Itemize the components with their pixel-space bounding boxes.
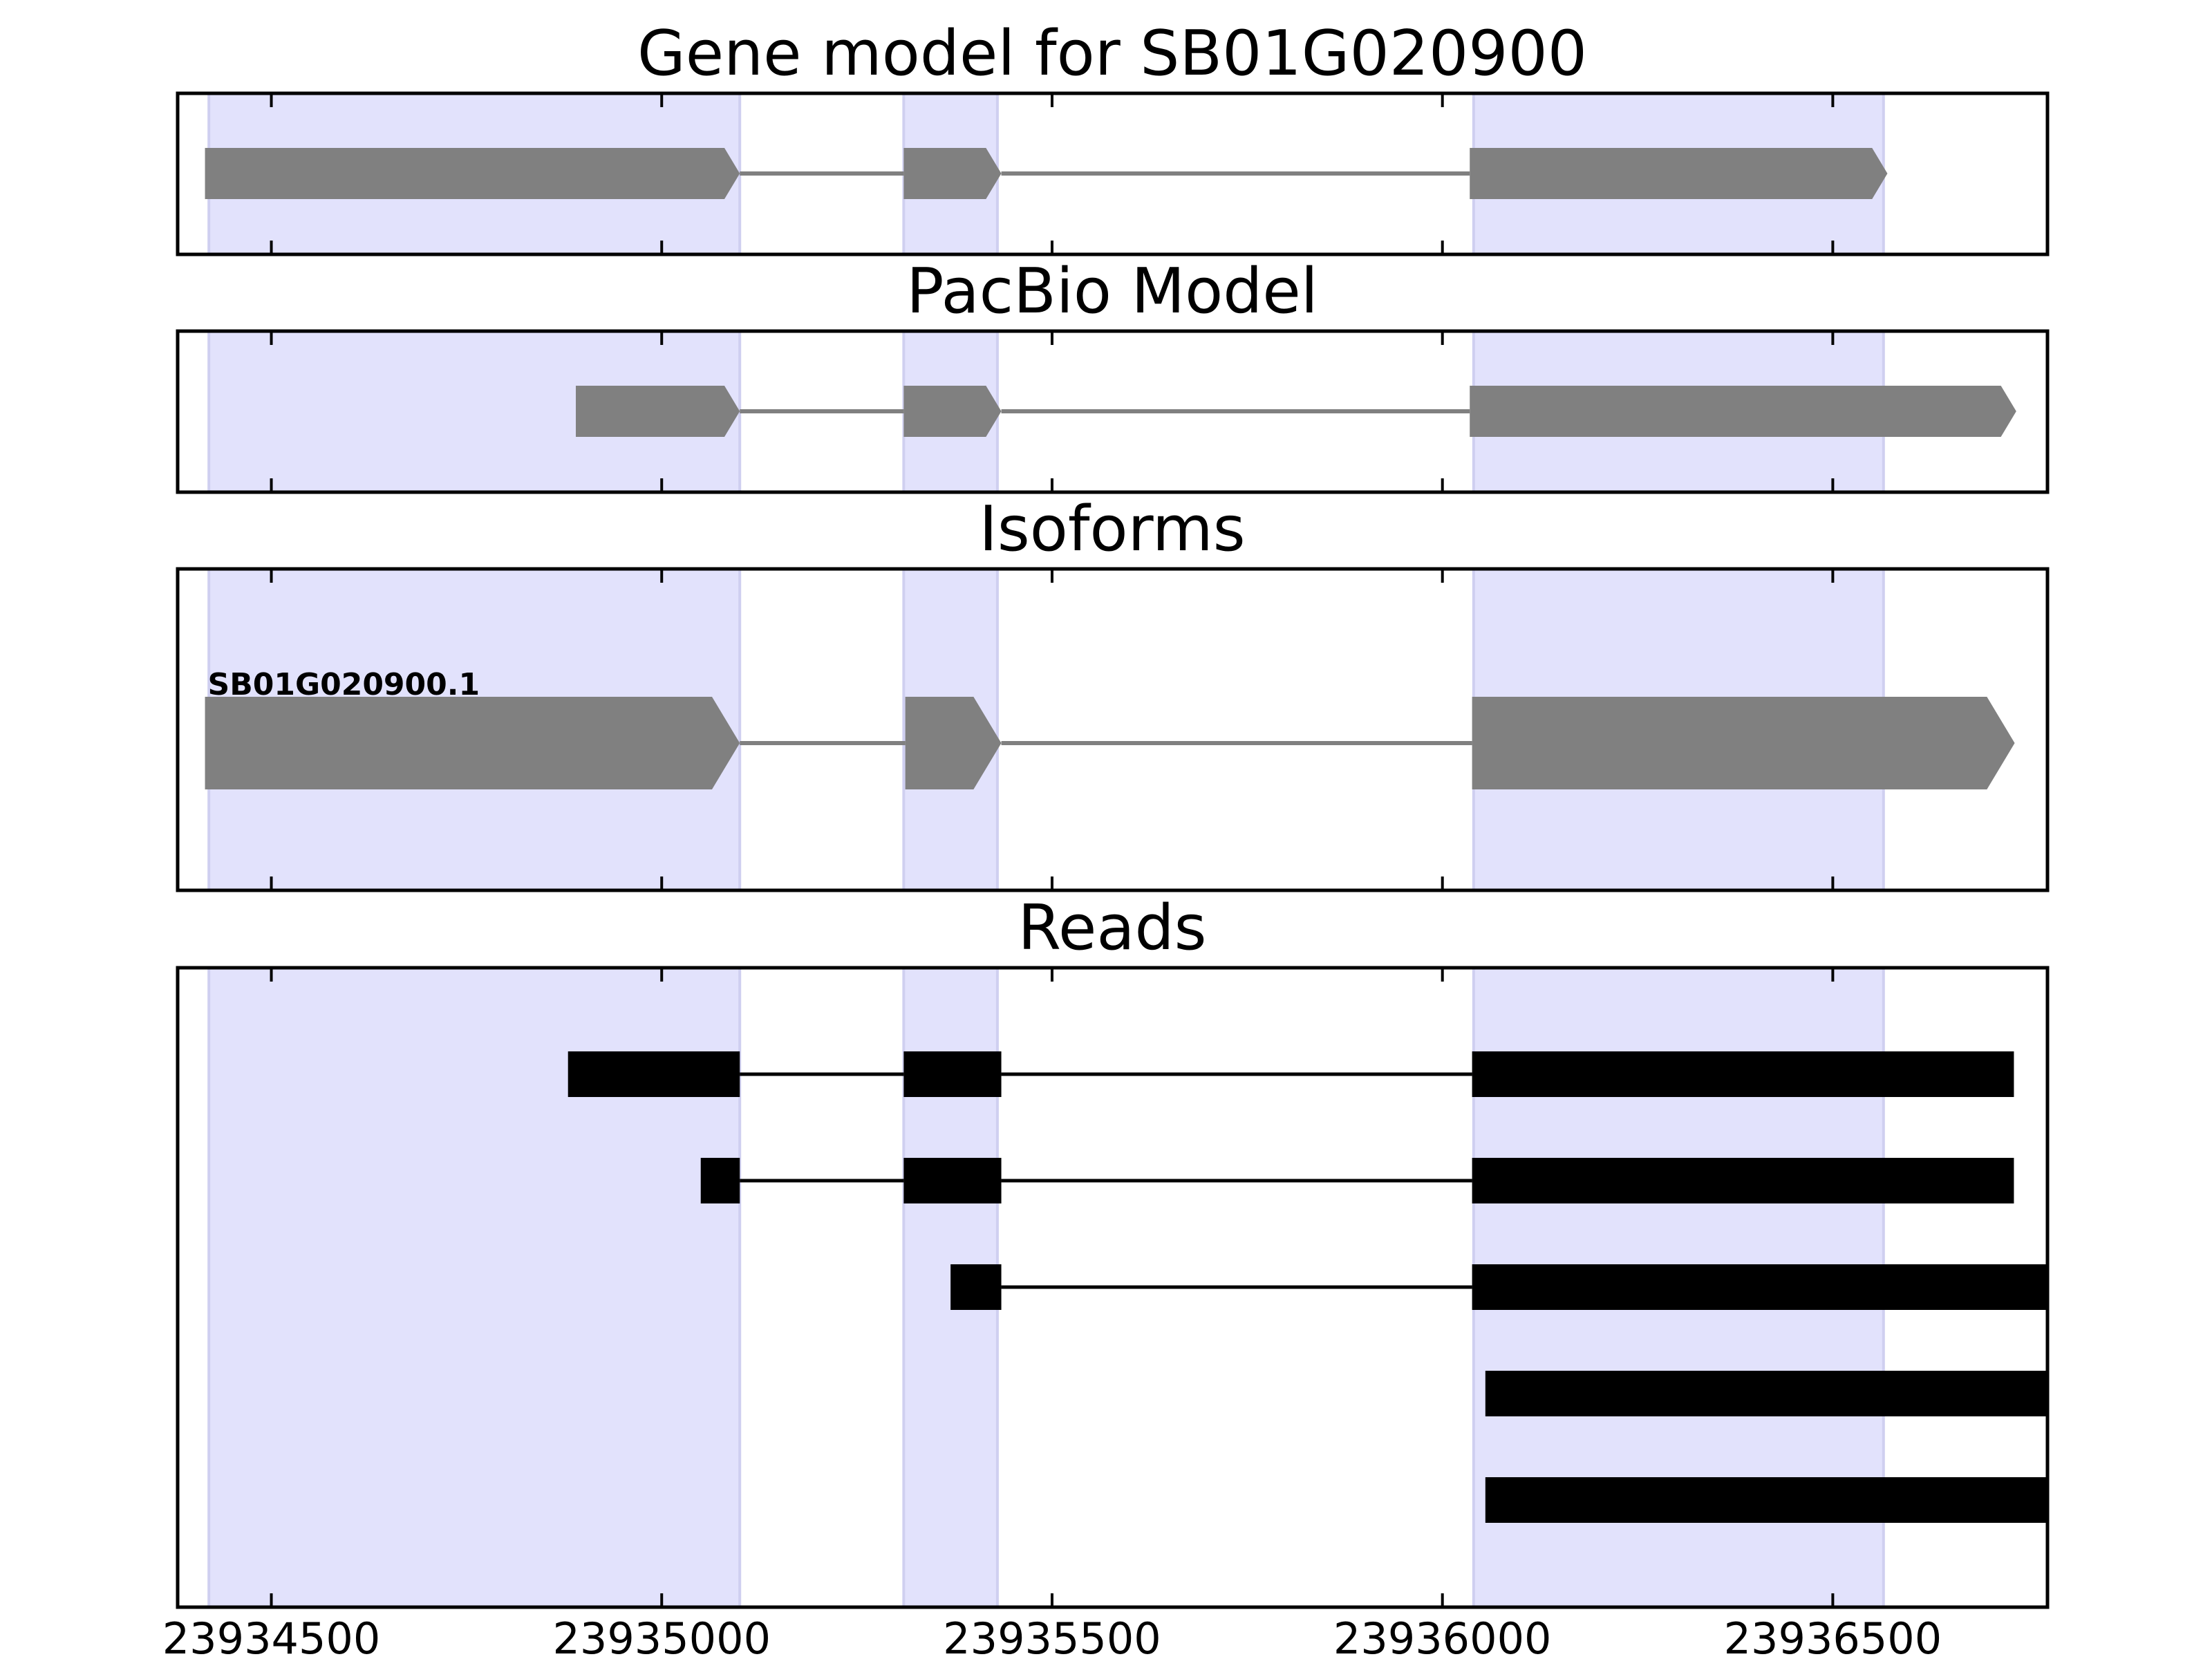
- panel-isoforms: Isoforms SB01G020900.1: [176, 493, 2050, 892]
- isoform-label: SB01G020900.1: [208, 667, 480, 702]
- exon-arrow: [903, 386, 1002, 437]
- read-track: [1485, 1477, 2047, 1523]
- read-exon-block: [1472, 1264, 2047, 1310]
- read-exon-block: [903, 1158, 1002, 1203]
- read-tracks: [568, 1051, 2047, 1523]
- exon-arrow: [576, 386, 740, 437]
- panel-title-reads: Reads: [1018, 892, 1206, 964]
- exon-arrow: [1470, 148, 1888, 199]
- panel-frame: [176, 329, 2050, 494]
- pacbio-model-tracks: [576, 386, 2016, 437]
- gene-model-tracks: [205, 148, 1888, 199]
- x-tick-label: 23936500: [1724, 1613, 1942, 1659]
- read-exon-block: [903, 1051, 1002, 1097]
- panel-title-isoforms: Isoforms: [979, 493, 1245, 565]
- axis-ticks: [270, 93, 1835, 254]
- axis-ticks: [270, 968, 1835, 1607]
- read-exon-block: [700, 1158, 740, 1203]
- transcript-track: [576, 386, 2016, 437]
- read-track: [950, 1264, 2047, 1310]
- panel-title-gene-model: Gene model for SB01G020900: [637, 17, 1587, 90]
- x-tick-label: 23935500: [943, 1613, 1161, 1659]
- panel-frame: [176, 91, 2050, 256]
- transcript-track: [205, 148, 1888, 199]
- read-track: [700, 1158, 2014, 1203]
- axis-ticks: [270, 331, 1835, 492]
- x-tick-label: 23936000: [1333, 1613, 1552, 1659]
- read-exon-block: [568, 1051, 740, 1097]
- axis-ticks: [270, 569, 1835, 890]
- x-axis-tick-labels: 23934500 23935000 23935500 23936000 23936500: [162, 1613, 1942, 1659]
- read-exon-block: [1485, 1371, 2047, 1416]
- exon-arrow: [1472, 697, 2015, 789]
- isoform-tracks: SB01G020900.1: [205, 667, 2015, 789]
- exon-arrow: [205, 697, 740, 789]
- transcript-track: SB01G020900.1: [205, 667, 2015, 789]
- exon-arrow: [903, 148, 1002, 199]
- read-track: [1485, 1371, 2047, 1416]
- exon-arrow: [205, 148, 740, 199]
- panel-frame: [176, 966, 2050, 1609]
- panel-gene-model: Gene model for SB01G020900: [176, 17, 2050, 256]
- panel-reads: Reads: [176, 892, 2050, 1609]
- panel-pacbio-model: PacBio Model: [176, 255, 2050, 494]
- x-tick-label: 23934500: [162, 1613, 381, 1659]
- read-exon-block: [1472, 1051, 2014, 1097]
- panel-frame: [176, 567, 2050, 892]
- x-tick-label: 23935000: [552, 1613, 771, 1659]
- read-exon-block: [1472, 1158, 2014, 1203]
- read-exon-block: [1485, 1477, 2047, 1523]
- read-exon-block: [950, 1264, 1002, 1310]
- exon-arrow: [905, 697, 1002, 789]
- exon-arrow: [1470, 386, 2016, 437]
- panel-title-pacbio-model: PacBio Model: [906, 255, 1318, 328]
- read-track: [568, 1051, 2014, 1097]
